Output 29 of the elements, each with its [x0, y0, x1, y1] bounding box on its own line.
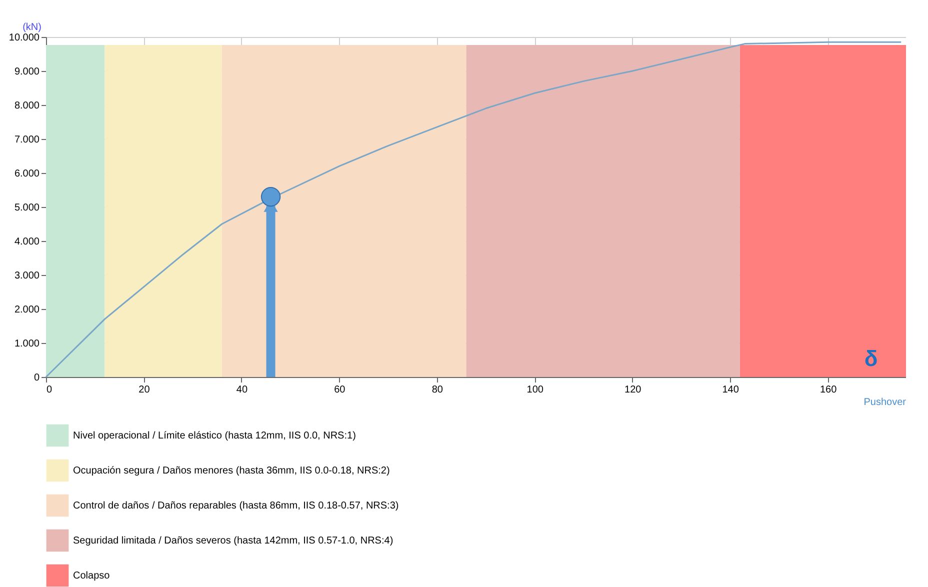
y-tick-label: 5.000: [14, 202, 40, 214]
legend-label: Control de daños / Daños reparables (hasta 86mm, IIS 0.18-0.57, NRS:3): [73, 500, 399, 512]
y-tick-label: 6.000: [14, 168, 40, 180]
y-tick-label: 8.000: [14, 100, 40, 112]
x-tick-label: 100: [526, 384, 544, 396]
x-tick-label: 140: [722, 384, 740, 396]
legend-label: Colapso: [73, 570, 110, 582]
y-tick-label: 2.000: [14, 304, 40, 316]
annotation: δ: [864, 346, 878, 371]
line-series: [45, 41, 902, 378]
legend-label: Nivel operacional / Límite elástico (hasta 12mm, IIS 0.0, NRS:1): [73, 430, 356, 442]
y-tick-label: 0: [34, 372, 40, 384]
x-tick-label: 40: [236, 384, 248, 396]
x-tick-label: 160: [820, 384, 838, 396]
y-axis-title: (kN): [22, 22, 42, 33]
x-axis-title: Pushover: [864, 397, 907, 408]
legend-label: Ocupación segura / Daños menores (hasta 36mm, IIS 0.0-0.18, NRS:2): [73, 466, 390, 476]
legend-label: Seguridad limitada / Daños severos (hasta 142mm, IIS 0.57-1.0, NRS:4): [73, 536, 394, 546]
x-tick-label: 60: [334, 384, 346, 396]
x-tick-label: 0: [46, 384, 52, 396]
y-tick-label: 9.000: [14, 66, 40, 78]
x-tick-label: 80: [432, 384, 444, 396]
y-tick-label: 3.000: [14, 270, 40, 282]
y-tick-label: 4.000: [14, 236, 40, 248]
y-tick-label: 10.000: [8, 32, 40, 44]
y-tick-label: 1.000: [14, 338, 40, 350]
y-tick-label: 7.000: [14, 134, 40, 146]
x-tick-label: 120: [624, 384, 642, 396]
x-tick-label: 20: [138, 384, 150, 396]
